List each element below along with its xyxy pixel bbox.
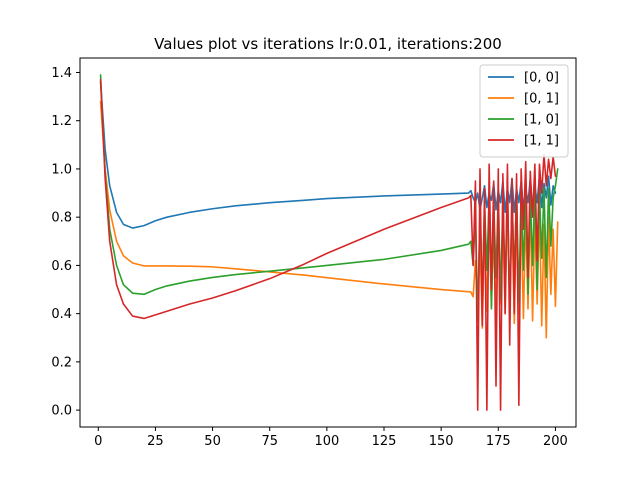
y-tick-label: 1.2 — [51, 114, 72, 129]
x-tick-label: 125 — [372, 434, 397, 449]
x-tick-label: 200 — [543, 434, 568, 449]
x-tick-label: 75 — [261, 434, 278, 449]
y-tick-label: 0.4 — [51, 307, 72, 322]
chart-title: Values plot vs iterations lr:0.01, itera… — [154, 35, 502, 53]
y-tick-label: 0.8 — [51, 211, 72, 226]
series-layer — [99, 74, 559, 411]
x-tick-label: 25 — [147, 434, 164, 449]
legend-label: [1, 1] — [524, 134, 559, 149]
legend-label: [0, 0] — [524, 71, 559, 86]
legend: [0, 0] [0, 1] [1, 0] [1, 1] — [479, 64, 569, 158]
plot-frame — [79, 57, 577, 428]
y-tick-label: 0.6 — [51, 259, 72, 274]
y-tick-label: 0.0 — [51, 404, 72, 419]
x-tick-label: 100 — [314, 434, 339, 449]
x-tick-label: 150 — [429, 434, 454, 449]
y-tick-label: 1.4 — [51, 66, 72, 81]
x-tick-label: 50 — [204, 434, 221, 449]
series-line-3 — [99, 78, 557, 411]
legend-box — [479, 64, 569, 158]
x-tick-label: 175 — [486, 434, 511, 449]
y-tick-label: 1.0 — [51, 162, 72, 177]
legend-label: [1, 0] — [524, 113, 559, 128]
legend-label: [0, 1] — [524, 92, 559, 107]
y-tick-label: 0.2 — [51, 355, 72, 370]
x-tick-label: 0 — [94, 434, 102, 449]
axes-layer: 0 25 50 75 100 125 150 175 200 0.0 0.2 0.4 0.6 0.8 1.0… — [51, 57, 577, 449]
